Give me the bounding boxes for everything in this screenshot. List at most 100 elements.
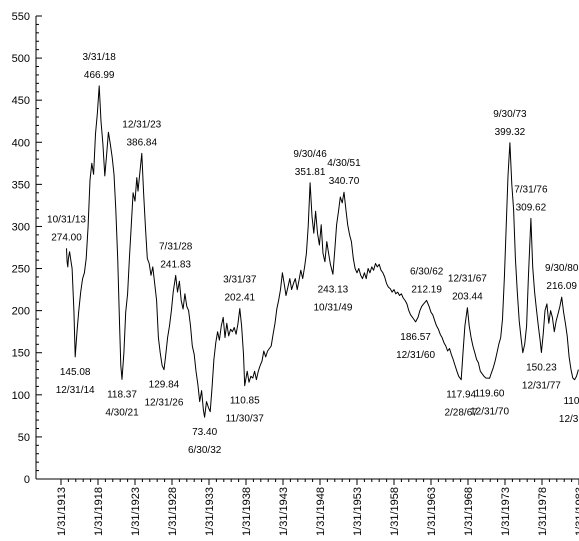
annotation-date: 12/31/70	[470, 406, 509, 417]
annotation-date: 3/31/18	[83, 52, 117, 63]
peak-trough-annotation: 110.74 12/31/82	[559, 396, 579, 425]
peak-trough-annotation: 6/30/62 212.19	[410, 266, 444, 295]
plot-area	[66, 85, 579, 418]
x-tick-label: 1/31/1968	[463, 487, 475, 536]
peak-trough-annotation: 129.84 12/31/26	[144, 380, 183, 409]
peak-trough-annotation: 118.37 4/30/21	[105, 389, 139, 418]
x-tick-label: 1/31/1953	[352, 487, 364, 536]
x-tick-label: 1/31/1973	[500, 487, 512, 536]
annotation-value: 216.09	[546, 281, 577, 292]
y-tick-label: 0	[24, 474, 30, 486]
annotation-date: 6/30/62	[410, 266, 444, 277]
x-tick-label: 1/31/1943	[278, 487, 290, 536]
peak-trough-annotation: 9/30/80 216.09	[545, 263, 579, 292]
peak-trough-annotation: 186.57 12/31/60	[396, 332, 435, 361]
annotation-value: 186.57	[400, 332, 431, 343]
peak-trough-annotation: 243.13 10/31/49	[313, 284, 352, 313]
annotation-value: 386.84	[126, 137, 157, 148]
x-tick-label: 1/31/1928	[167, 487, 179, 536]
annotation-value: 110.85	[230, 396, 260, 407]
peak-trough-annotation: 7/31/28 241.83	[159, 241, 193, 270]
y-tick-label: 250	[12, 264, 30, 276]
annotation-date: 12/31/77	[522, 381, 561, 392]
annotation-value: 309.62	[516, 202, 547, 213]
annotation-date: 4/30/51	[327, 158, 361, 169]
x-tick-label: 1/31/1938	[241, 487, 253, 536]
peak-trough-annotation: 10/31/13 274.00	[47, 214, 86, 243]
peak-trough-annotation: 4/30/51 340.70	[327, 158, 361, 187]
annotation-date: 12/31/14	[56, 385, 95, 396]
x-tick-label: 1/31/1948	[315, 487, 327, 536]
y-tick-label: 150	[12, 348, 30, 360]
peak-trough-annotation: 12/31/67 203.44	[448, 274, 487, 303]
y-tick-label: 100	[12, 390, 30, 402]
annotation-value: 119.60	[475, 388, 505, 399]
annotation-date: 10/31/49	[313, 302, 352, 313]
annotation-value: 241.83	[160, 259, 191, 270]
annotation-value: 212.19	[411, 284, 442, 295]
annotation-date: 12/31/23	[122, 119, 161, 130]
annotation-date: 3/31/37	[223, 275, 257, 286]
x-tick-label: 1/31/1958	[389, 487, 401, 536]
peak-trough-annotation: 110.85 11/30/37	[226, 396, 265, 425]
annotation-date: 7/31/28	[159, 241, 193, 252]
annotation-value: 466.99	[84, 70, 115, 81]
annotation-value: 117.94	[446, 390, 476, 401]
peak-trough-annotation: 119.60 12/31/70	[470, 388, 509, 417]
series-line	[66, 85, 579, 418]
x-tick-label: 1/31/1923	[130, 487, 142, 536]
x-tick-label: 1/31/1983	[574, 487, 579, 536]
annotation-value: 150.23	[526, 363, 557, 374]
peak-trough-annotation: 73.40 6/30/32	[188, 427, 222, 456]
annotation-value: 202.41	[225, 293, 256, 304]
annotation-value: 203.44	[452, 292, 483, 303]
peak-trough-annotation: 12/31/23 386.84	[122, 119, 161, 148]
annotation-value: 274.00	[51, 232, 82, 243]
peak-trough-annotation: 150.23 12/31/77	[522, 363, 561, 392]
peak-trough-annotation: 9/30/46 351.81	[293, 149, 327, 178]
x-tick-label: 1/31/1918	[93, 487, 105, 536]
y-tick-label: 500	[12, 53, 30, 65]
annotation-date: 12/31/26	[144, 398, 183, 409]
x-tick-label: 1/31/1963	[426, 487, 438, 536]
annotation-date: 7/31/76	[514, 184, 548, 195]
y-tick-label: 400	[12, 137, 30, 149]
annotation-date: 12/31/60	[396, 350, 435, 361]
peak-trough-annotation: 117.94 2/28/67	[444, 390, 478, 419]
annotation-value: 340.70	[329, 176, 360, 187]
y-tick-label: 450	[12, 95, 30, 107]
x-tick-label: 1/31/1933	[204, 487, 216, 536]
peak-trough-annotation: 3/31/37 202.41	[223, 275, 257, 304]
peak-trough-annotation: 145.08 12/31/14	[56, 367, 95, 396]
y-axis: 0 50 100 150 200 250 300 350 400 450 500 550	[12, 11, 42, 486]
annotation-value: 145.08	[60, 367, 91, 378]
y-tick-label: 350	[12, 179, 30, 191]
annotation-date: 9/30/73	[493, 109, 527, 120]
annotation-value: 399.32	[495, 127, 526, 138]
annotation-date: 2/28/67	[444, 408, 478, 419]
annotation-date: 9/30/80	[545, 263, 579, 274]
peak-trough-annotation: 3/31/18 466.99	[83, 52, 117, 81]
y-tick-label: 50	[18, 432, 30, 444]
annotation-value: 73.40	[192, 427, 217, 438]
annotation-value: 110.74	[563, 396, 579, 407]
peak-trough-annotation: 9/30/73 399.32	[493, 109, 527, 138]
y-tick-label: 200	[12, 306, 30, 318]
x-axis: 1/31/1913 1/31/1918 1/31/1923 1/31/1928 1/31…	[36, 478, 579, 536]
x-tick-label: 1/31/1913	[56, 487, 68, 536]
annotation-value: 351.81	[295, 167, 326, 178]
annotation-date: 6/30/32	[188, 445, 222, 456]
annotation-value: 118.37	[107, 389, 137, 400]
annotation-date: 12/31/82	[559, 414, 579, 425]
annotations: 10/31/13 274.00 145.08 12/31/14 3/31/18 466.9…	[47, 52, 579, 456]
annotation-date: 10/31/13	[47, 214, 86, 225]
x-tick-label: 1/31/1978	[537, 487, 549, 536]
y-tick-label: 300	[12, 221, 30, 233]
annotation-date: 4/30/21	[105, 407, 139, 418]
annotation-date: 9/30/46	[293, 149, 327, 160]
y-tick-label: 550	[12, 11, 30, 23]
peak-trough-annotation: 7/31/76 309.62	[514, 184, 548, 213]
annotation-date: 12/31/67	[448, 274, 487, 285]
annotation-value: 243.13	[318, 284, 349, 295]
